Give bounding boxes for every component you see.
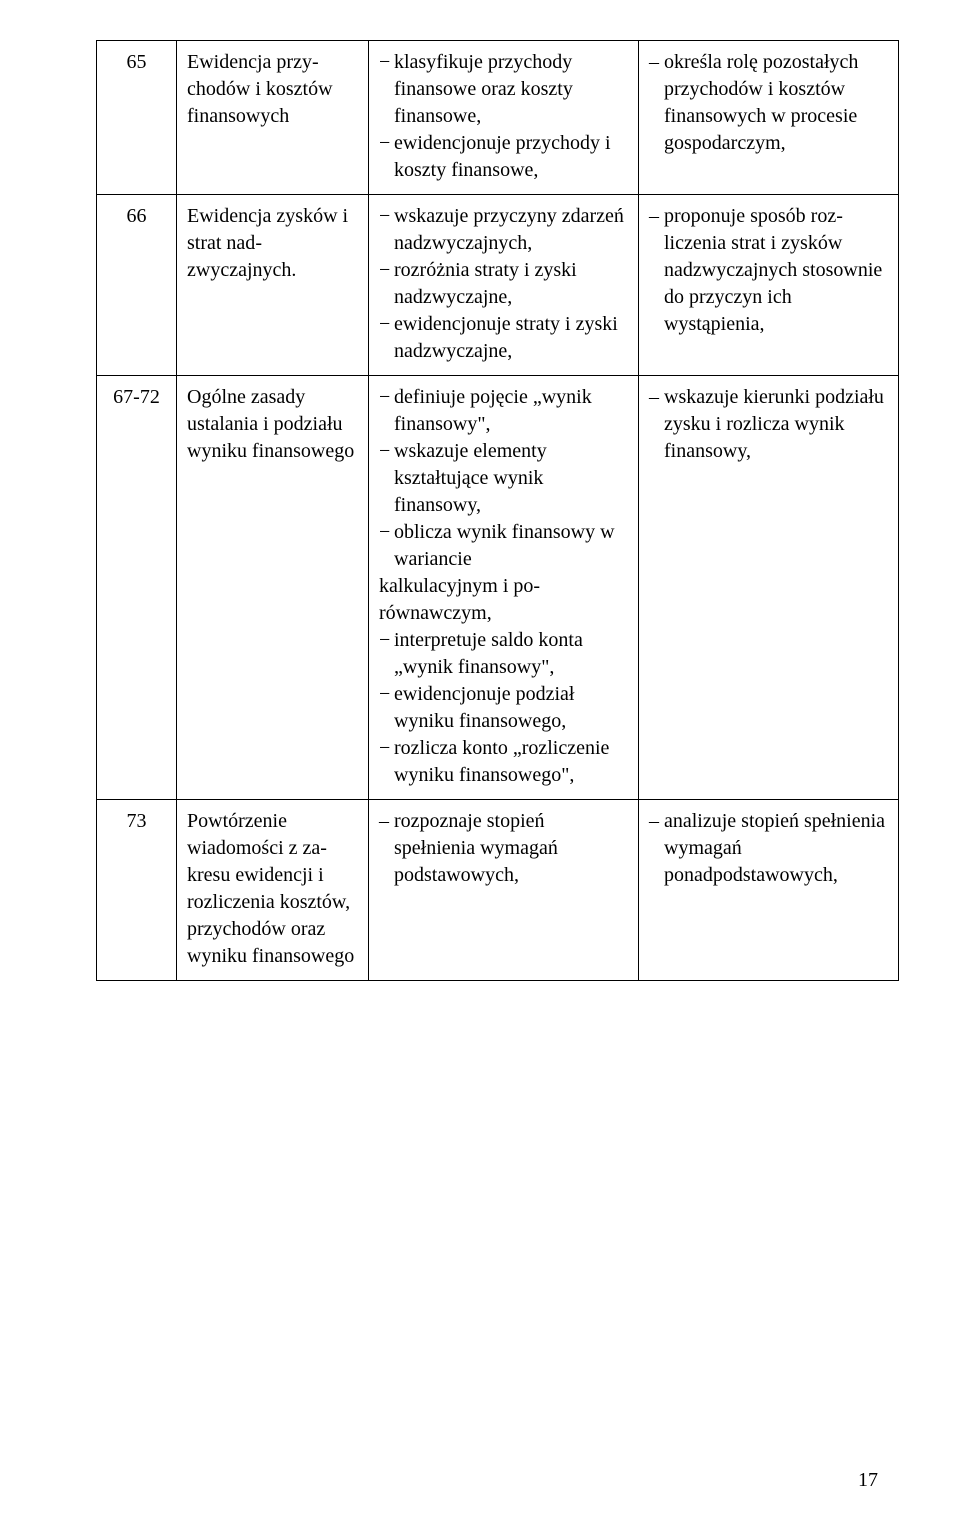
row-basic-skills: rozpoznaje stopień spełnienia wymagań po… [369,800,639,981]
list-item: analizuje stopień spełnienia wymagań pon… [649,808,888,889]
list-item: określa rolę pozo­stałych przychodów i k… [649,49,888,157]
table-row: 73 Powtórzenie wiadomości z za­kresu ewi… [97,800,899,981]
page-container: 65 Ewidencja przy­chodów i kosz­tów fina… [0,0,960,981]
list-item: wskazuje przyczyny zdarzeń nadzwy­czajny… [379,203,628,257]
list-item: interpretuje saldo konta „wynik finan­so… [379,627,628,681]
row-topic: Ogólne zasady ustalania i po­działu wyni… [177,376,369,800]
row-topic: Ewidencja zy­sków i strat nad­zwyczajnyc… [177,195,369,376]
list-item: oblicza wynik finan­sowy w wariancie [379,519,628,573]
list-item: ewidencjonuje przychody i koszty finanso… [379,130,628,184]
table-row: 65 Ewidencja przy­chodów i kosz­tów fina… [97,41,899,195]
list-item: klasyfikuje przycho­dy finansowe oraz ko… [379,49,628,130]
row-basic-skills: klasyfikuje przycho­dy finansowe oraz ko… [369,41,639,195]
row-topic: Powtórzenie wiadomości z za­kresu ewiden… [177,800,369,981]
row-topic: Ewidencja przy­chodów i kosz­tów finanso… [177,41,369,195]
row-basic-skills: wskazuje przyczyny zdarzeń nadzwy­czajny… [369,195,639,376]
row-number: 67-72 [97,376,177,800]
row-number: 73 [97,800,177,981]
list-item: proponuje sposób roz­liczenia strat i zy… [649,203,888,338]
row-advanced-skills: wskazuje kierunki po­działu zysku i rozl… [639,376,899,800]
list-item: wskazuje kierunki po­działu zysku i rozl… [649,384,888,465]
row-advanced-skills: proponuje sposób roz­liczenia strat i zy… [639,195,899,376]
list-continuation: kalkulacyjnym i po­równawczym, [379,573,628,627]
row-number: 65 [97,41,177,195]
list-item: definiuje pojęcie „wynik finansowy", [379,384,628,438]
list-item: wskazuje elementy kształtujące wynik fin… [379,438,628,519]
list-item: ewidencjonuje po­dział wyniku finan­sowe… [379,681,628,735]
list-item: rozróżnia straty i zy­ski nadzwyczajne, [379,257,628,311]
page-number: 17 [858,1469,878,1492]
row-advanced-skills: określa rolę pozo­stałych przychodów i k… [639,41,899,195]
curriculum-table: 65 Ewidencja przy­chodów i kosz­tów fina… [96,40,899,981]
row-number: 66 [97,195,177,376]
row-advanced-skills: analizuje stopień spełnienia wymagań pon… [639,800,899,981]
table-row: 66 Ewidencja zy­sków i strat nad­zwyczaj… [97,195,899,376]
list-item: rozlicza konto „roz­liczenie wyniku fina… [379,735,628,789]
list-item: rozpoznaje stopień spełnienia wymagań po… [379,808,628,889]
row-basic-skills: definiuje pojęcie „wynik finansowy", wsk… [369,376,639,800]
table-row: 67-72 Ogólne zasady ustalania i po­dział… [97,376,899,800]
list-item: ewidencjonuje straty i zyski nadzwyczaj­… [379,311,628,365]
